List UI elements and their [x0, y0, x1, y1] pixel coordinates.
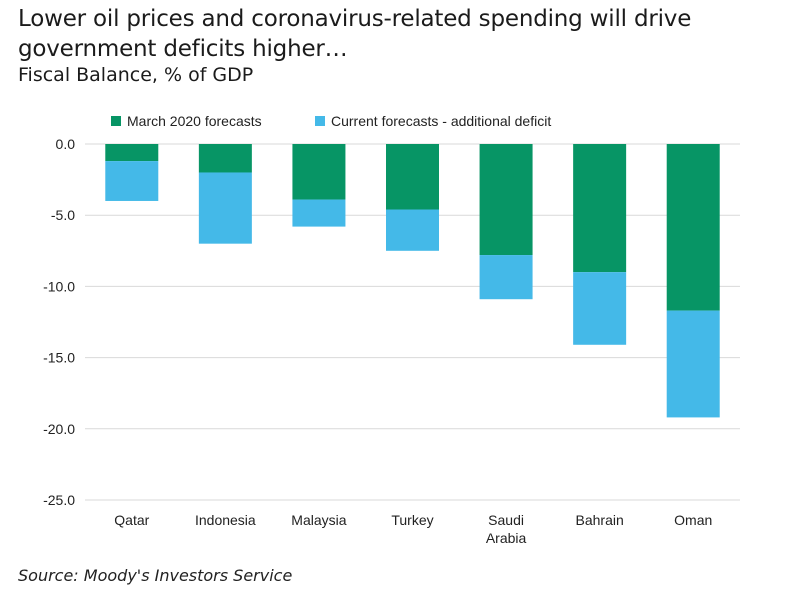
- bar-march-forecast: [573, 144, 627, 273]
- legend-swatch: [315, 116, 325, 126]
- bar-additional-deficit: [479, 255, 533, 300]
- y-tick-label: -5.0: [51, 207, 75, 223]
- x-tick-label: Turkey: [391, 512, 433, 528]
- x-tick-label: Bahrain: [576, 512, 624, 528]
- chart-subtitle: Fiscal Balance, % of GDP: [18, 64, 254, 86]
- bar-additional-deficit: [105, 161, 159, 201]
- legend-label: Current forecasts - additional deficit: [331, 113, 551, 129]
- y-tick-label: -20.0: [43, 421, 75, 437]
- x-tick-label: Qatar: [114, 512, 149, 528]
- bar-march-forecast: [198, 144, 252, 173]
- legend-label: March 2020 forecasts: [127, 113, 262, 129]
- bar-additional-deficit: [666, 310, 720, 418]
- bar-march-forecast: [666, 144, 720, 311]
- x-tick-label: Oman: [674, 512, 712, 528]
- bar-additional-deficit: [573, 272, 627, 345]
- bar-march-forecast: [105, 144, 159, 162]
- bar-additional-deficit: [386, 209, 439, 251]
- legend-swatch: [111, 116, 121, 126]
- chart-source: Source: Moody's Investors Service: [18, 566, 293, 585]
- bar-additional-deficit: [292, 199, 346, 227]
- y-tick-label: 0.0: [56, 136, 76, 152]
- x-tick-label: Indonesia: [195, 512, 256, 528]
- bar-additional-deficit: [198, 172, 252, 244]
- x-tick-label: Saudi Arabia: [486, 512, 527, 546]
- chart-title: Lower oil prices and coronavirus-related…: [18, 6, 692, 62]
- y-tick-label: -15.0: [43, 350, 75, 366]
- bar-march-forecast: [479, 144, 533, 256]
- y-tick-label: -10.0: [43, 278, 75, 294]
- y-tick-label: -25.0: [43, 492, 75, 508]
- bar-march-forecast: [386, 144, 439, 210]
- x-tick-label: Malaysia: [291, 512, 346, 528]
- bar-march-forecast: [292, 144, 346, 200]
